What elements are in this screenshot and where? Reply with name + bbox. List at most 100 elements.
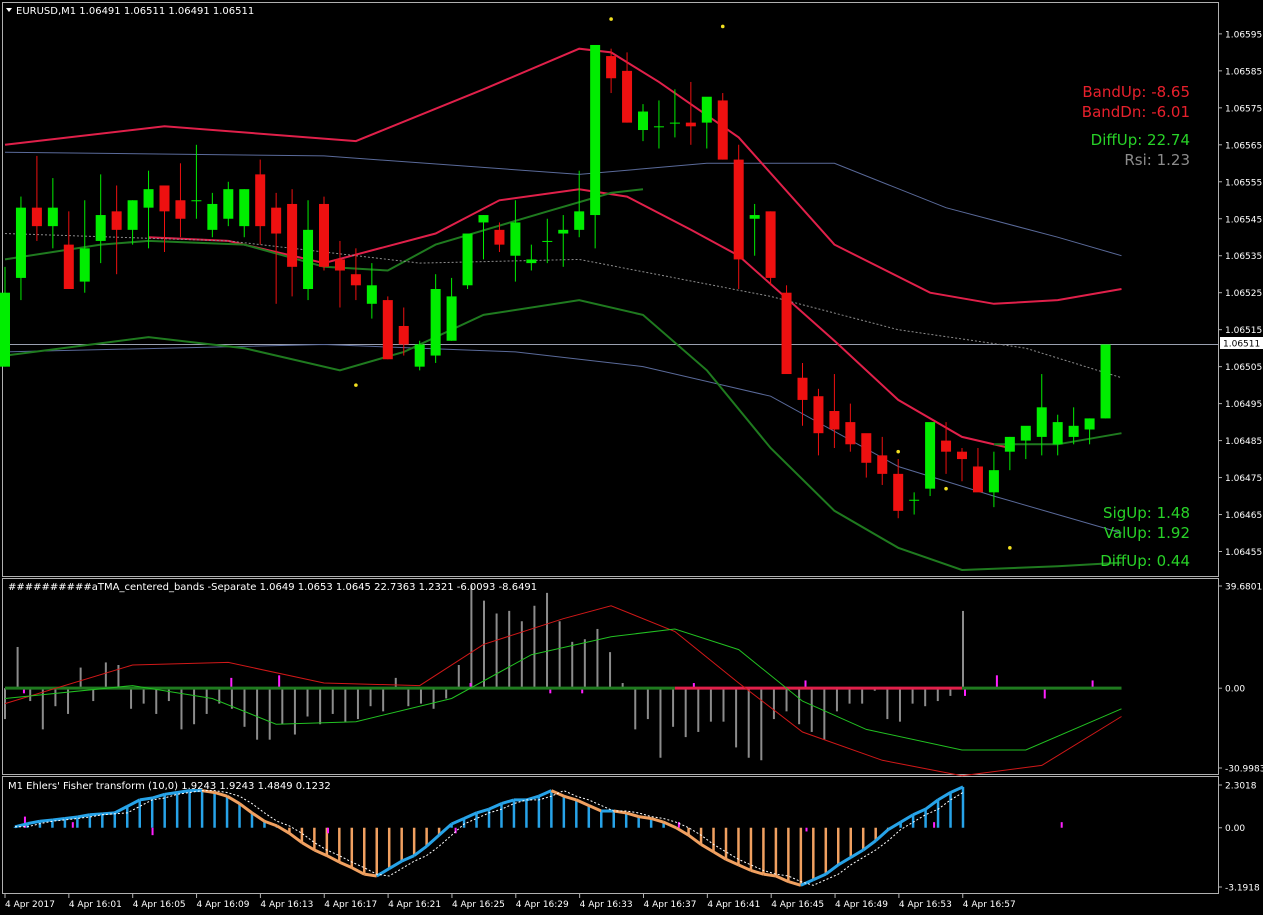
price-tick-label: 1.06495: [1225, 400, 1262, 410]
main-pane[interactable]: [2, 2, 1219, 577]
tma-pane[interactable]: [2, 578, 1219, 775]
stat-label: ValUp:: [1104, 524, 1157, 542]
candle-body: [1052, 422, 1063, 445]
stat-label: DiffUp:: [1100, 552, 1156, 570]
fisher-line-segment: [338, 860, 353, 870]
fisher-line-segment: [912, 807, 927, 817]
fisher-line-segment: [52, 816, 66, 822]
fisher-line-segment: [401, 854, 415, 863]
candle-body: [15, 207, 26, 278]
fisher-line-segment: [438, 822, 453, 837]
fisher-line-segment: [837, 856, 852, 867]
fisher-line-segment: [775, 874, 789, 883]
fisher-line-segment: [501, 798, 515, 806]
slate-upper-line: [4, 151, 1122, 257]
stat-bottom-1: ValUp: 1.92: [1104, 524, 1190, 542]
fisher-line-segment: [39, 818, 53, 823]
time-tick-label: 4 Apr 16:37: [644, 900, 697, 910]
current-price-tag: 1.06511: [1220, 337, 1263, 350]
fisher-line-segment: [251, 811, 266, 823]
stat-value: 1.92: [1157, 524, 1190, 542]
candle-body: [558, 229, 569, 234]
candle-body: [781, 292, 792, 375]
candle-body: [223, 189, 234, 219]
candle-body: [877, 455, 888, 474]
tma-tick-label: 39.6801: [1225, 583, 1262, 593]
candle-body: [175, 200, 186, 219]
fisher-line-segment: [413, 845, 428, 857]
candle-body: [813, 396, 824, 434]
stat-bottom-0: SigUp: 1.48: [1103, 504, 1190, 522]
candle-body: [1004, 436, 1015, 452]
stat-value: 22.74: [1147, 131, 1190, 149]
stat-top-1: BandDn: -6.01: [1082, 103, 1190, 121]
fisher-line-segment: [351, 866, 365, 876]
candle-body: [765, 211, 776, 278]
fisher-line-segment: [924, 798, 939, 811]
price-tick-label: 1.06515: [1225, 326, 1262, 336]
price-tick-label: 1.06565: [1225, 141, 1262, 151]
stat-value: 1.48: [1157, 504, 1190, 522]
candle-body: [287, 203, 298, 267]
candle-body: [1068, 425, 1079, 437]
fisher-tick-label: 0.00: [1225, 824, 1245, 834]
time-tick-label: 4 Apr 16:09: [197, 900, 250, 910]
stat-top-3: Rsi: 1.23: [1124, 151, 1190, 169]
fisher-line-segment: [276, 824, 291, 835]
candle-body: [925, 422, 936, 489]
candle-body: [494, 229, 505, 245]
fisher-line-segment: [800, 878, 814, 887]
candle-body: [382, 300, 393, 360]
fisher-line-segment: [887, 820, 902, 831]
candle-body: [430, 289, 441, 356]
fisher-line-segment: [364, 872, 377, 878]
candle-body: [159, 185, 170, 212]
stat-value: 0.44: [1157, 552, 1190, 570]
candle-body: [478, 215, 489, 223]
signal-dot: [720, 24, 725, 29]
candle-body: [191, 200, 202, 202]
fisher-line-segment: [102, 811, 115, 816]
fisher-line-segment: [388, 859, 403, 870]
price-tick-label: 1.06545: [1225, 215, 1262, 225]
chevron-down-icon[interactable]: [6, 8, 12, 12]
candle-body: [941, 440, 952, 452]
time-tick-label: 4 Apr 16:41: [707, 900, 760, 910]
fisher-line-segment: [862, 839, 877, 852]
fisher-line-segment: [588, 804, 602, 813]
candle-body: [462, 233, 473, 286]
candle-body: [47, 207, 58, 227]
price-tick-label: 1.06585: [1225, 67, 1262, 77]
fisher-pane[interactable]: [2, 776, 1219, 894]
time-tick-label: 4 Apr 16:29: [516, 900, 569, 910]
candle-body: [957, 451, 967, 460]
candle-body: [414, 344, 425, 367]
band-red-upper-line: [4, 47, 1122, 305]
signal-dot: [896, 449, 900, 454]
price-tick-label: 1.06505: [1225, 363, 1262, 373]
candle-body: [526, 259, 537, 264]
fisher-line-segment: [64, 815, 78, 820]
candle-body: [271, 207, 282, 234]
symbol-header[interactable]: EURUSD,M1 1.06491 1.06511 1.06491 1.0651…: [6, 6, 254, 17]
fisher-axis: 2.3018 0.00 -3.1918: [1218, 782, 1260, 894]
fisher-line-segment: [663, 820, 677, 830]
candle-body: [255, 174, 266, 227]
tma-red-line: [4, 605, 1122, 777]
stat-label: DiffUp:: [1091, 131, 1147, 149]
fisher-line-segment: [288, 832, 303, 844]
candle-body: [701, 96, 712, 123]
fisher-line-segment: [899, 813, 914, 824]
stat-top-0: BandUp: -8.65: [1082, 83, 1190, 101]
stat-value: 1.23: [1157, 151, 1190, 169]
candle-body: [510, 222, 521, 256]
candle-body: [829, 411, 840, 430]
stat-bottom-2: DiffUp: 0.44: [1100, 552, 1190, 570]
candle-body: [207, 203, 218, 230]
stat-value: -6.01: [1151, 103, 1190, 121]
fisher-line-segment: [14, 822, 28, 829]
time-tick-label: 4 Apr 2017: [5, 900, 55, 910]
fisher-line-segment: [476, 807, 490, 815]
